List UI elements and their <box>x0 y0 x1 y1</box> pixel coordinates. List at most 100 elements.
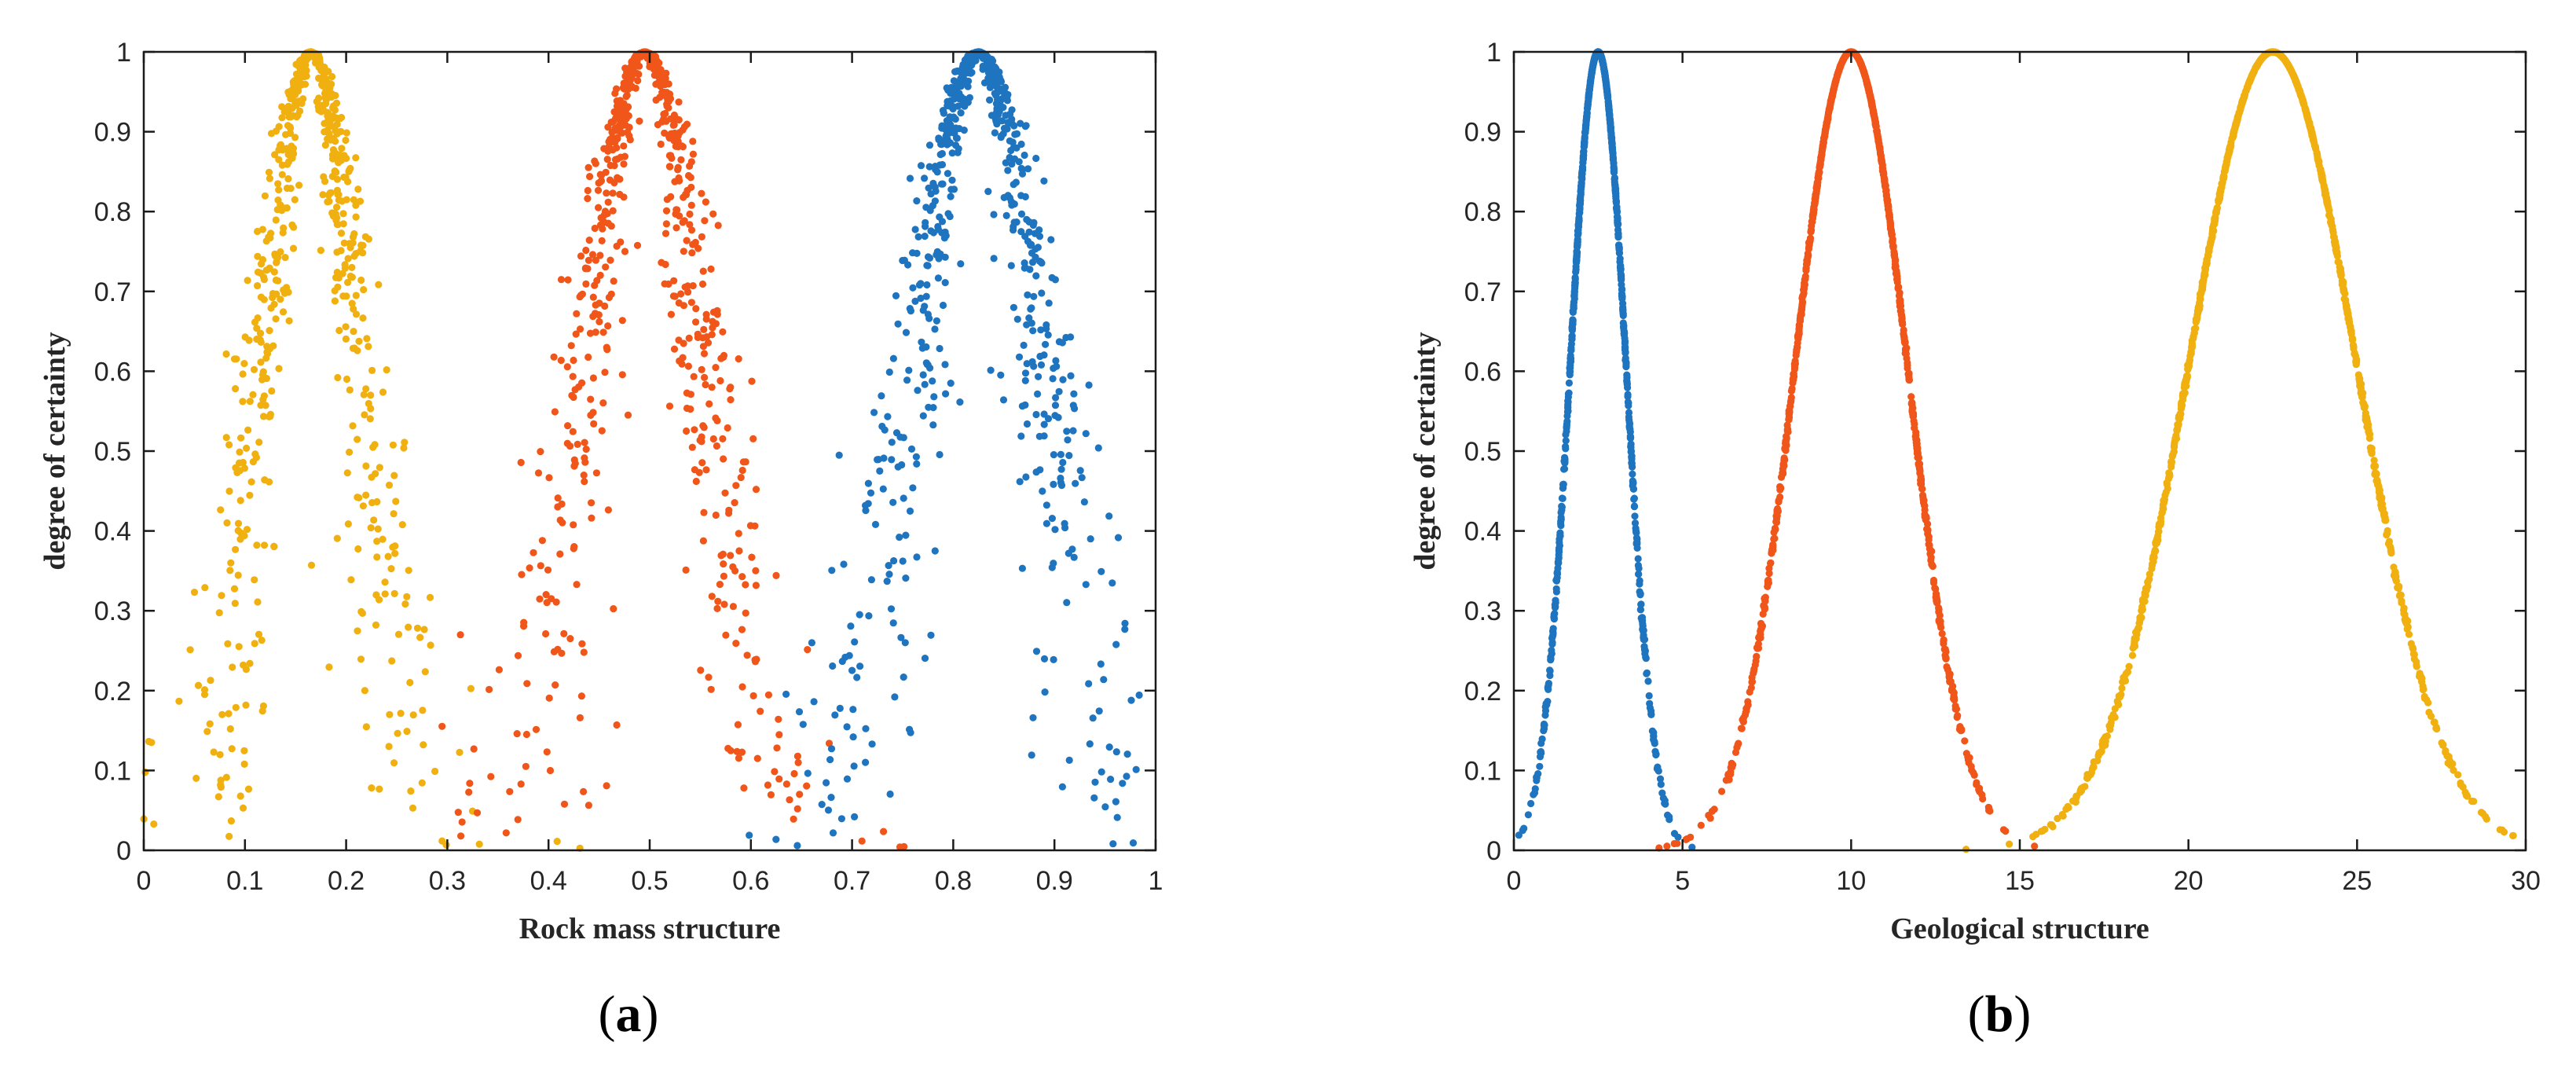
data-point <box>342 136 350 145</box>
data-point <box>698 280 707 288</box>
data-point <box>625 123 633 131</box>
data-point <box>277 248 284 256</box>
data-point <box>254 598 262 606</box>
data-point <box>1738 725 1746 732</box>
data-point <box>753 754 761 762</box>
data-point <box>376 596 383 604</box>
data-point <box>931 183 939 191</box>
data-point <box>1896 297 1904 305</box>
data-point <box>592 469 601 477</box>
data-point <box>1953 714 1961 721</box>
data-point <box>919 371 927 379</box>
data-point <box>272 315 280 323</box>
data-point <box>901 639 909 647</box>
data-point <box>226 567 234 574</box>
data-point <box>921 380 929 388</box>
data-point <box>1554 558 1562 566</box>
data-point <box>944 116 952 125</box>
data-point <box>586 173 594 181</box>
data-point <box>725 509 733 517</box>
data-point <box>262 266 270 274</box>
data-point <box>584 195 592 203</box>
data-point <box>251 576 258 584</box>
data-point <box>603 782 610 790</box>
data-point <box>261 192 269 200</box>
data-point <box>1050 480 1057 489</box>
data-point <box>1057 482 1066 490</box>
data-point <box>365 343 372 350</box>
data-point <box>1608 135 1616 143</box>
data-point <box>552 598 560 606</box>
data-point <box>942 390 950 398</box>
data-point <box>909 284 917 292</box>
data-point <box>288 221 296 229</box>
data-point <box>283 284 291 292</box>
data-point <box>934 274 942 282</box>
data-point <box>240 661 247 669</box>
data-point <box>517 780 525 788</box>
x-tick-label: 0.3 <box>429 866 466 896</box>
data-point <box>1089 714 1097 722</box>
data-point <box>1891 260 1899 268</box>
data-point <box>282 130 290 138</box>
data-point <box>1002 211 1010 219</box>
x-tick-label: 0.7 <box>834 866 870 896</box>
data-point <box>944 210 952 218</box>
data-point <box>391 542 399 550</box>
data-point <box>1035 373 1042 380</box>
data-point <box>677 290 685 298</box>
data-point <box>885 571 893 578</box>
data-point <box>1801 281 1808 288</box>
data-point <box>1050 560 1057 567</box>
data-point <box>930 393 938 401</box>
data-point <box>217 784 225 791</box>
data-point <box>1575 210 1583 218</box>
data-point <box>302 72 310 80</box>
data-point <box>418 779 426 787</box>
data-point <box>1618 285 1626 293</box>
data-point <box>582 446 590 453</box>
data-point <box>232 545 240 553</box>
data-point <box>1632 534 1640 542</box>
data-point <box>1739 716 1746 724</box>
data-point <box>355 337 363 345</box>
data-point <box>293 113 301 121</box>
data-point <box>279 308 288 316</box>
data-point <box>588 514 595 522</box>
data-point <box>929 229 937 237</box>
data-point <box>1889 242 1897 250</box>
data-point <box>1010 181 1017 189</box>
data-point <box>1551 604 1559 611</box>
data-point <box>1819 142 1827 150</box>
data-point <box>1546 666 1554 674</box>
data-point <box>1663 842 1671 850</box>
data-point <box>689 240 697 248</box>
data-point <box>671 135 679 143</box>
data-point <box>667 193 675 200</box>
data-point <box>357 276 365 284</box>
y-tick-label: 0.4 <box>94 517 131 547</box>
data-point <box>1097 768 1105 776</box>
data-point <box>578 379 586 387</box>
data-point <box>773 744 781 752</box>
data-point <box>700 424 708 431</box>
data-point <box>470 745 478 753</box>
data-point <box>921 655 929 662</box>
data-point <box>1771 524 1779 532</box>
data-point <box>1606 118 1614 126</box>
data-point <box>796 791 804 798</box>
data-point <box>587 395 595 403</box>
data-point <box>679 218 687 226</box>
data-point <box>1007 262 1015 270</box>
data-point <box>793 842 801 850</box>
data-point <box>923 262 931 270</box>
data-point <box>581 439 588 446</box>
data-point <box>867 489 875 497</box>
x-axis-ticks-a: 0 0.1 0.2 0.3 0.4 0.5 0.6 0.7 0.8 0.9 1 <box>137 52 1163 896</box>
data-point <box>1076 467 1084 475</box>
data-point <box>288 142 295 150</box>
data-point <box>217 506 225 514</box>
data-point <box>1091 778 1099 786</box>
data-point <box>672 224 680 232</box>
data-point <box>1541 711 1549 719</box>
